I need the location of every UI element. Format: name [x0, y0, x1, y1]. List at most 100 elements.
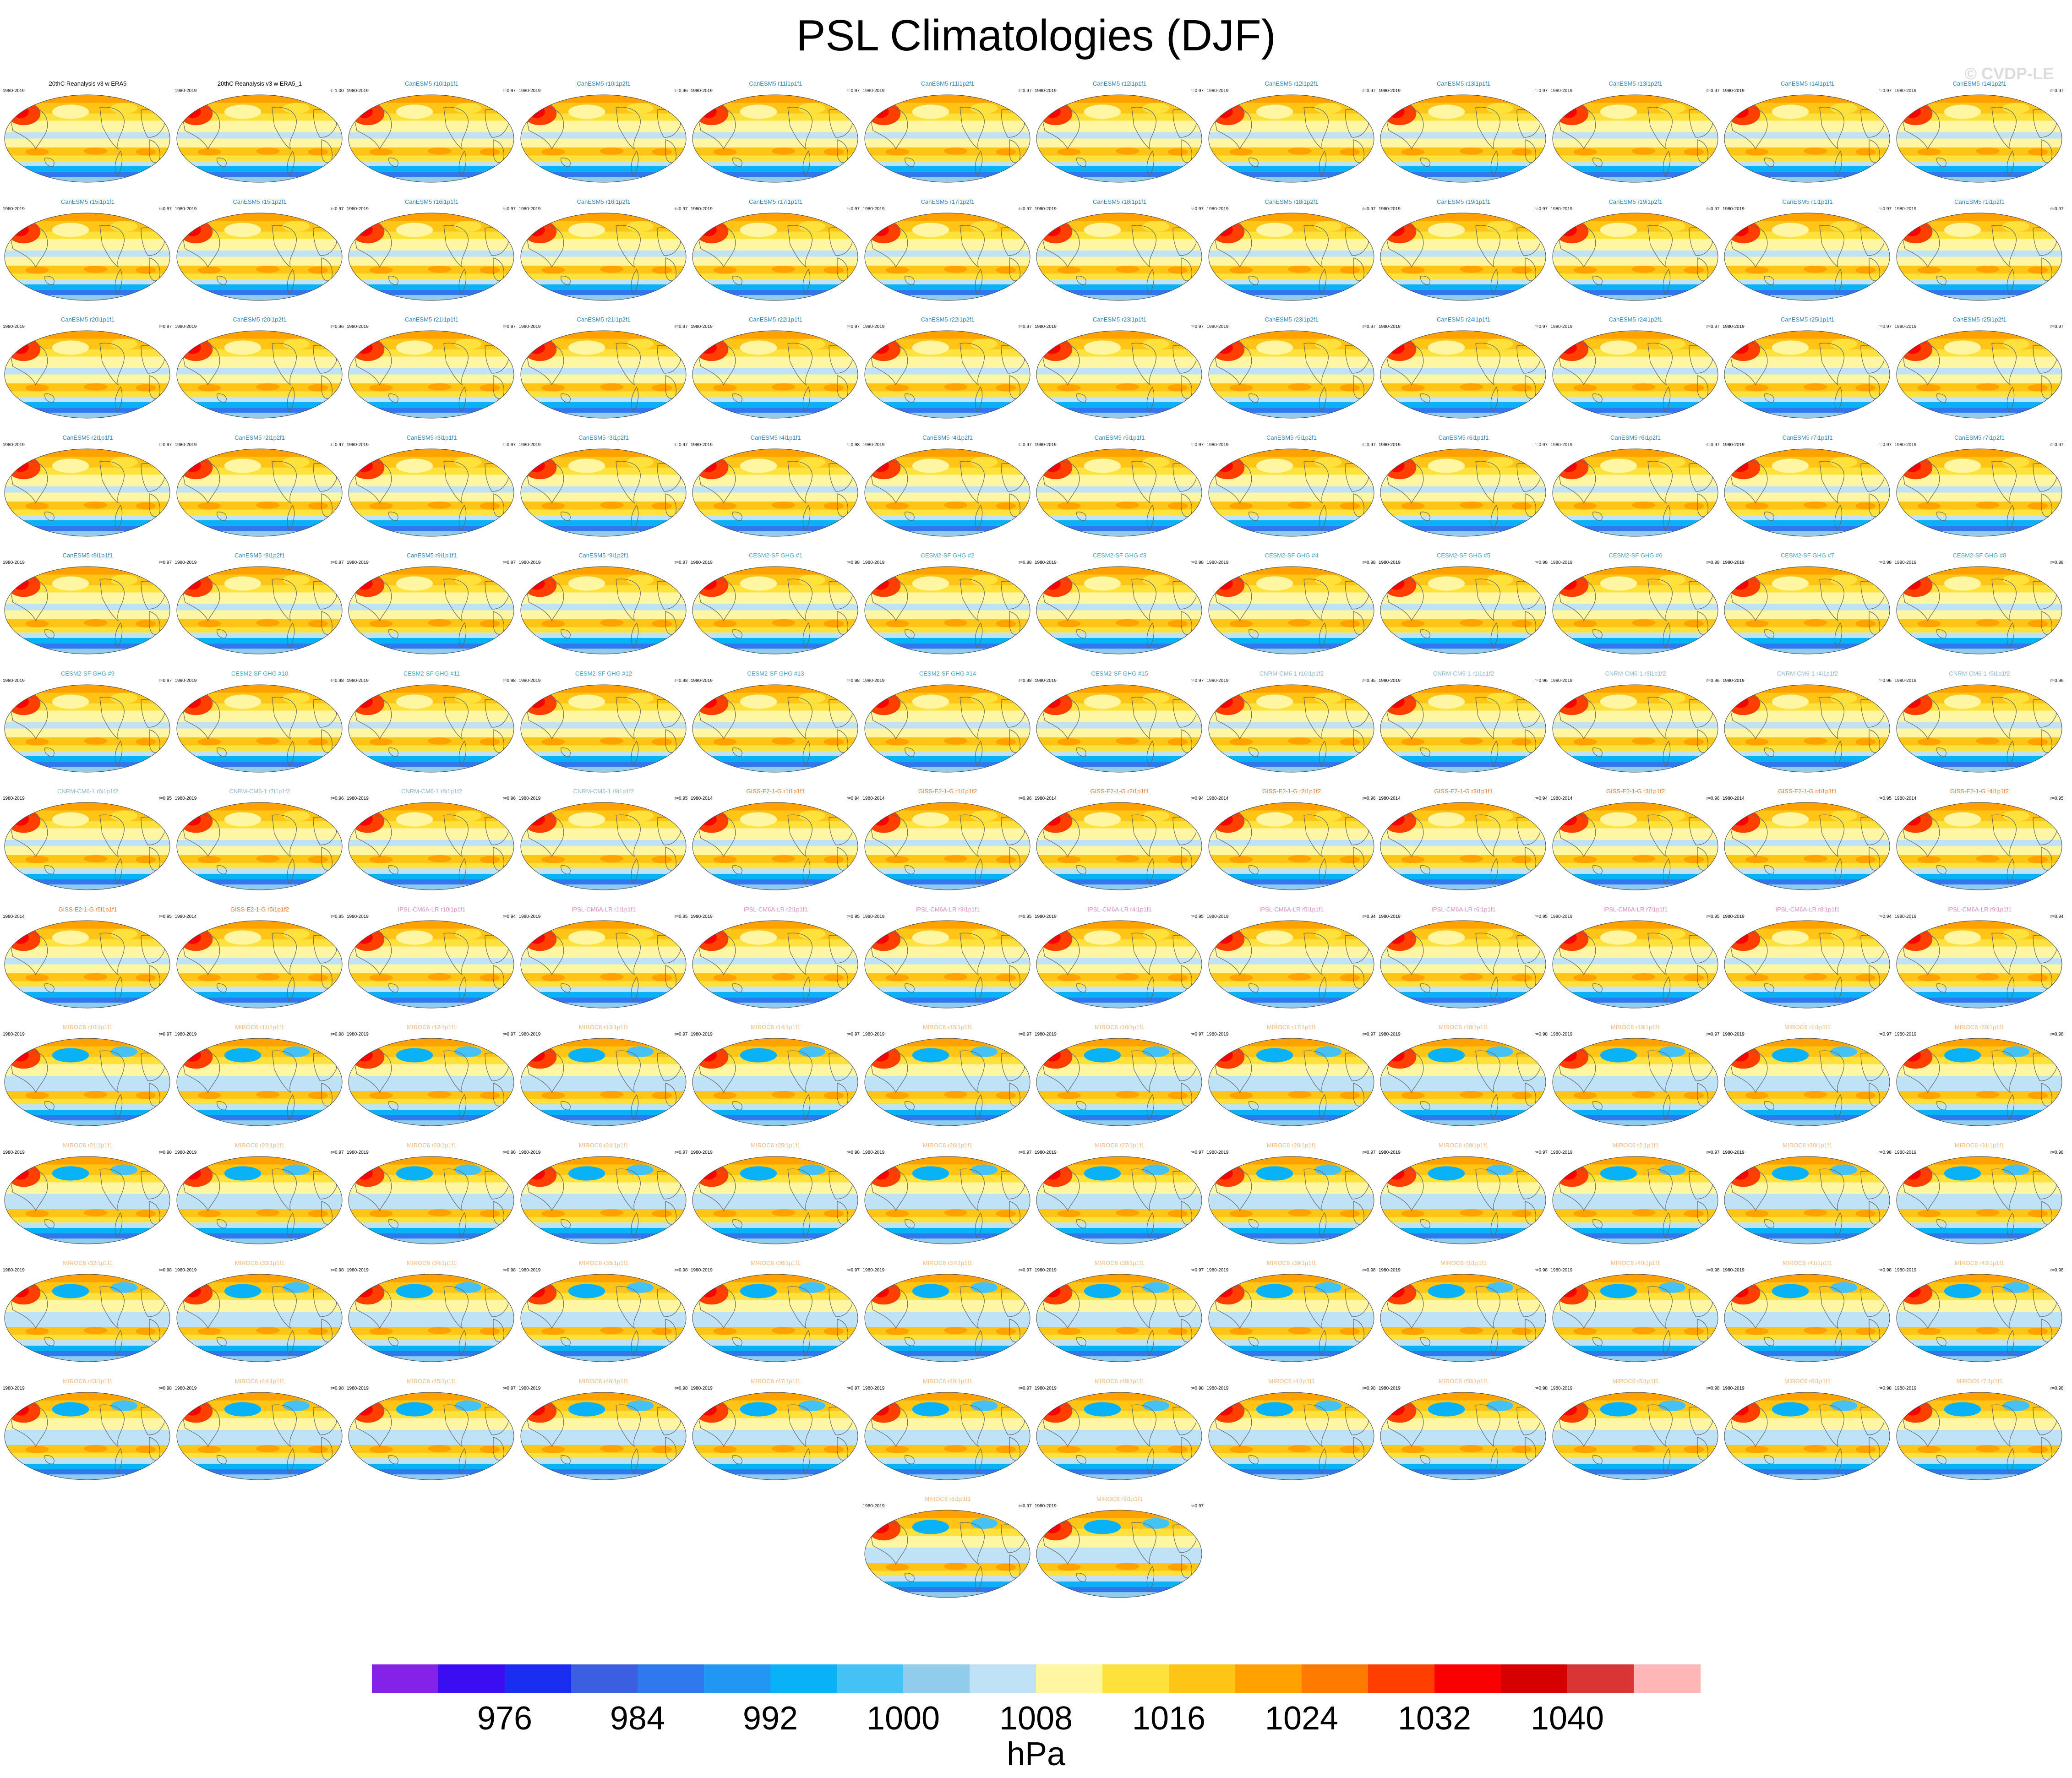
map-panel: CNRM-CM6-1 r10i1p1f2 1980-2019 r=0.95 [1206, 670, 1378, 775]
map-panel: CanESM5 r1i1p1f1 1980-2019 r=0.97 [1722, 198, 1893, 304]
map-ellipse [864, 330, 1030, 419]
panel-correlation: r=0.94 [1878, 914, 1892, 919]
panel-correlation: r=0.96 [1706, 678, 1720, 683]
panel-title: MIROC6 r11i1p1f1 [235, 1024, 284, 1031]
panel-correlation: r=0.98 [1878, 1385, 1892, 1391]
panel-title: MIROC6 r26i1p1f1 [922, 1141, 973, 1149]
panel-years: 1980-2019 [691, 324, 713, 329]
panel-correlation: r=0.98 [1362, 1385, 1376, 1391]
map-ellipse [1380, 1392, 1546, 1480]
panel-years: 1980-2019 [174, 678, 197, 683]
panel-years: 1980-2019 [3, 88, 25, 93]
panel-years: 1980-2019 [518, 1268, 541, 1273]
panel-years: 1980-2019 [1379, 1268, 1401, 1273]
panel-correlation: r=0.98 [1878, 1150, 1892, 1155]
map-ellipse [864, 802, 1030, 890]
panel-title: CESM2-SF GHG #14 [919, 670, 976, 677]
panel-title: CNRM-CM6-1 r6i1p1f2 [57, 788, 118, 795]
panel-title: MIROC6 r39i1p1f1 [1266, 1260, 1317, 1266]
colorbar-tick-label: 1000 [866, 1700, 940, 1737]
panel-correlation: r=0.97 [674, 324, 688, 329]
map-panel: MIROC6 r41i1p1f1 1980-2019 r=0.98 [1722, 1260, 1893, 1365]
map-ellipse [692, 684, 858, 772]
panel-title: MIROC6 r10i1p1f1 [63, 1024, 113, 1031]
panel-title: MIROC6 r13i1p1f1 [578, 1024, 629, 1031]
panel-title: MIROC6 r16i1p1f1 [1095, 1024, 1145, 1031]
map-ellipse [1380, 684, 1546, 772]
panel-years: 1980-2019 [174, 560, 197, 565]
panel-title: CanESM5 r4i1p2f1 [922, 434, 973, 441]
map-ellipse [864, 1510, 1030, 1598]
map-ellipse [4, 1156, 170, 1244]
map-ellipse [1036, 448, 1202, 536]
map-ellipse [176, 330, 342, 419]
panel-correlation: r=0.94 [1190, 796, 1204, 801]
panel-title: CNRM-CM6-1 r3i1p1f2 [1605, 670, 1666, 677]
colorbar-box [1235, 1664, 1302, 1693]
map-ellipse [1552, 1392, 1718, 1480]
map-panel: MIROC6 r18i1p1f1 1980-2019 r=0.98 [1378, 1024, 1549, 1129]
panel-years: 1980-2019 [174, 1268, 197, 1273]
panel-title: CESM2-SF GHG #2 [921, 552, 975, 559]
map-panel: MIROC6 r30i1p1f1 1980-2019 r=0.98 [1722, 1142, 1893, 1247]
panel-correlation: r=0.98 [1706, 560, 1720, 565]
panel-title: IPSL-CM6A-LR r1i1p1f1 [571, 905, 636, 913]
map-ellipse [1380, 1274, 1546, 1362]
panel-title: MIROC6 r1i1p1f1 [1784, 1024, 1831, 1031]
map-ellipse [1552, 448, 1718, 536]
panel-title: MIROC6 r20i1p1f1 [1954, 1024, 2005, 1031]
map-panel: CanESM5 r7i1p1f1 1980-2019 r=0.97 [1722, 434, 1893, 540]
panel-years: 1980-2019 [518, 560, 541, 565]
panel-correlation: r=0.95 [1706, 914, 1720, 919]
map-ellipse [1036, 566, 1202, 654]
panel-years: 1980-2019 [1379, 678, 1401, 683]
panel-correlation: r=0.97 [330, 442, 344, 447]
panel-years: 1980-2019 [862, 206, 885, 212]
panel-years: 1980-2019 [347, 560, 369, 565]
panel-title: MIROC6 r48i1p1f1 [922, 1377, 973, 1385]
panel-years: 1980-2019 [347, 1150, 369, 1155]
panel-correlation: r=0.97 [1190, 88, 1204, 93]
panel-years: 1980-2019 [862, 324, 885, 329]
panel-correlation: r=0.97 [1706, 88, 1720, 93]
map-panel: CanESM5 r1i1p2f1 1980-2019 r=0.97 [1894, 198, 2066, 304]
panel-title: MIROC6 r18i1p1f1 [1439, 1024, 1489, 1031]
map-ellipse [520, 684, 686, 772]
panel-title: CanESM5 r6i1p1f1 [1438, 434, 1489, 441]
panel-correlation: r=0.95 [330, 914, 344, 919]
panel-title: MIROC6 r34i1p1f1 [407, 1260, 457, 1266]
panel-title: CNRM-CM6-1 r4i1p1f2 [1777, 670, 1838, 677]
map-ellipse [348, 802, 514, 890]
panel-correlation: r=0.97 [846, 206, 860, 212]
panel-years: 1980-2019 [1550, 88, 1573, 93]
panel-correlation: r=0.94 [1362, 914, 1376, 919]
panel-title: CanESM5 r2i1p1f1 [62, 434, 113, 441]
map-panel: CanESM5 r22i1p1f1 1980-2019 r=0.97 [690, 316, 862, 421]
panel-years: 1980-2019 [518, 1032, 541, 1037]
panel-years: 1980-2019 [174, 796, 197, 801]
panel-years: 1980-2019 [862, 1032, 885, 1037]
panel-title: MIROC6 r42i1p1f1 [1954, 1260, 2005, 1266]
panel-years: 1980-2019 [518, 1385, 541, 1391]
panel-years: 1980-2019 [1723, 1268, 1745, 1273]
panel-title: CanESM5 r23i1p2f1 [1265, 316, 1319, 323]
map-ellipse [864, 920, 1030, 1008]
panel-years: 1980-2019 [518, 88, 541, 93]
map-panel: CanESM5 r22i1p2f1 1980-2019 r=0.97 [862, 316, 1034, 421]
panel-years: 1980-2019 [174, 1385, 197, 1391]
panel-years: 1980-2019 [1206, 1385, 1229, 1391]
map-panel: MIROC6 r40i1p1f1 1980-2019 r=0.98 [1550, 1260, 1722, 1365]
map-panel: CanESM5 r25i1p2f1 1980-2019 r=0.97 [1894, 316, 2066, 421]
panel-years: 1980-2019 [1206, 206, 1229, 212]
panel-correlation: r=0.97 [1706, 1150, 1720, 1155]
map-panel: MIROC6 r5i1p1f1 1980-2019 r=0.98 [1550, 1378, 1722, 1483]
map-panel: CanESM5 r12i1p2f1 1980-2019 r=0.97 [1206, 80, 1378, 185]
colorbar-units: hPa [1006, 1736, 1066, 1773]
map-ellipse [692, 566, 858, 654]
panel-title: CanESM5 r23i1p1f1 [1092, 316, 1147, 323]
colorbar-box [1634, 1664, 1701, 1693]
panel-correlation: r=0.98 [674, 1385, 688, 1391]
panel-years: 1980-2019 [3, 796, 25, 801]
panel-years: 1980-2019 [862, 678, 885, 683]
panel-years: 1980-2019 [518, 914, 541, 919]
